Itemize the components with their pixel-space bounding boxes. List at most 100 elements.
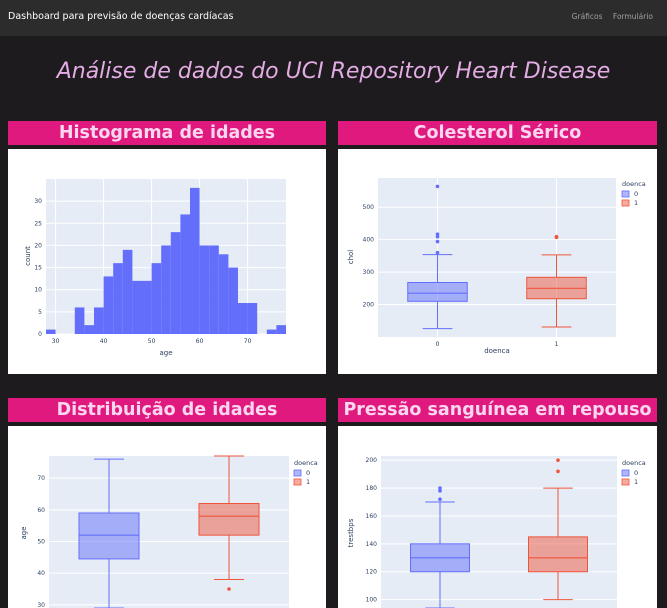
legend-label-0: 0 <box>634 190 638 198</box>
box-0 <box>407 281 468 302</box>
y-tick-label: 300 <box>363 269 375 276</box>
histogram-bar <box>132 280 142 334</box>
histogram-bar <box>151 263 162 334</box>
histogram-bar <box>46 329 56 334</box>
legend-swatch-0 <box>293 469 302 477</box>
legend-swatch-1 <box>293 478 302 486</box>
page-title: Análise de dados do UCI Repository Heart… <box>56 59 611 84</box>
box-0 <box>78 512 140 560</box>
legend-swatch-0 <box>621 190 630 198</box>
histogram-bar <box>238 303 248 334</box>
histogram-bar <box>209 245 219 334</box>
card-header-distribuicao: Distribuição de idades <box>8 398 326 422</box>
outlier-point <box>438 486 442 490</box>
histogram-bar <box>170 232 181 334</box>
x-tick-label: 0 <box>436 341 440 348</box>
nav-link-formulario[interactable]: Formulário <box>612 12 653 21</box>
card-colesterol: 200 300 400 500 0 1 doenca 0 1 doenca chol <box>338 149 657 374</box>
histogram-bar <box>276 325 286 334</box>
y-tick-label: 25 <box>34 220 42 227</box>
legend-label-1: 1 <box>306 478 310 486</box>
card-histograma: 0 5 10 15 20 25 30 30 40 50 60 70 age count <box>8 149 326 374</box>
y-tick-label: 50 <box>37 539 45 546</box>
legend-title: doenca <box>294 459 318 467</box>
y-tick-label: 20 <box>34 242 42 249</box>
legend-label-1: 1 <box>634 199 638 207</box>
y-tick-label: 140 <box>366 541 378 548</box>
y-tick-label: 30 <box>34 198 42 205</box>
histogram-bar <box>74 307 85 334</box>
outlier-point <box>435 234 440 239</box>
y-tick-label: 10 <box>34 287 42 294</box>
histogram-bar <box>218 254 229 334</box>
navbar: Dashboard para previsão de doenças cardí… <box>0 0 667 36</box>
outlier-point <box>556 469 560 474</box>
histogram-bar <box>199 245 210 334</box>
legend-label-0: 0 <box>306 469 310 477</box>
y-tick-label: 200 <box>363 302 375 309</box>
navbar-brand[interactable]: Dashboard para previsão de doenças cardí… <box>8 11 234 22</box>
x-tick-label: 1 <box>555 341 559 348</box>
histogram-bar <box>247 303 258 334</box>
x-tick-label: 40 <box>100 338 108 345</box>
outlier-point <box>435 239 440 244</box>
y-axis-title: chol <box>347 250 355 265</box>
y-tick-label: 120 <box>366 569 378 576</box>
outlier-point <box>227 587 231 591</box>
histogram-bar <box>113 263 123 334</box>
x-tick-label: 70 <box>244 338 252 345</box>
y-tick-label: 70 <box>37 475 45 482</box>
outlier-point <box>435 232 440 236</box>
y-tick-label: 160 <box>366 513 378 520</box>
y-tick-label: 60 <box>37 507 45 514</box>
outlier-point <box>435 184 440 189</box>
histogram-bar <box>266 329 277 334</box>
y-tick-label: 40 <box>37 570 45 577</box>
histogram-bar <box>122 249 133 334</box>
y-tick-label: 100 <box>366 597 378 604</box>
legend-swatch-1 <box>621 199 630 207</box>
y-tick-label: 5 <box>38 309 42 316</box>
y-tick-label: 200 <box>366 457 378 464</box>
histogram-bar <box>103 276 114 334</box>
age-boxplot: 30 40 50 60 70 doenca 01 age <box>20 455 318 608</box>
y-tick-label: 30 <box>37 602 45 608</box>
trestbps-boxplot: 100 120 140 160 180 200 doenca 01 trestbps <box>347 456 646 608</box>
plot-background <box>378 178 616 337</box>
y-tick-label: 500 <box>363 204 375 211</box>
box-1 <box>528 536 588 573</box>
card-header-histograma: Histograma de idades <box>8 121 326 145</box>
outlier-point <box>554 235 559 240</box>
legend-label-1: 1 <box>634 478 638 486</box>
y-axis-title: trestbps <box>347 518 355 547</box>
card-pressao: 100 120 140 160 180 200 doenca 0 1 trestbps <box>338 426 657 608</box>
histogram-bar <box>84 325 94 334</box>
x-axis-title: doenca <box>484 347 510 355</box>
y-tick-label: 0 <box>38 331 42 338</box>
histogram-chart: 0 5 10 15 20 25 30 30 40 50 60 70 age count <box>24 179 286 357</box>
outlier-point <box>556 458 560 462</box>
legend-label-0: 0 <box>634 469 638 477</box>
x-tick-label: 30 <box>52 338 60 345</box>
y-axis-title: age <box>20 526 28 539</box>
histogram-bar <box>161 245 171 334</box>
card-header-pressao: Pressão sanguínea em repouso <box>338 398 657 422</box>
card-distribuicao: 30 40 50 60 70 doenca 0 1 age <box>8 426 326 608</box>
x-axis-title: age <box>159 349 172 357</box>
legend-swatch-0 <box>621 469 630 477</box>
y-axis-title: count <box>24 246 32 266</box>
nav-links: Gráficos Formulário <box>564 12 653 21</box>
card-header-colesterol: Colesterol Sérico <box>338 121 657 145</box>
histogram-bar <box>228 267 238 334</box>
legend-title: doenca <box>622 180 646 188</box>
nav-link-graficos[interactable]: Gráficos <box>571 12 603 21</box>
y-tick-label: 400 <box>363 237 375 244</box>
y-tick-label: 180 <box>366 485 378 492</box>
legend-swatch-1 <box>621 478 630 486</box>
outlier-point <box>435 250 440 255</box>
plot-background <box>381 456 617 608</box>
histogram-bar <box>190 187 200 334</box>
histogram-bar <box>94 307 104 334</box>
outlier-point <box>438 489 442 493</box>
